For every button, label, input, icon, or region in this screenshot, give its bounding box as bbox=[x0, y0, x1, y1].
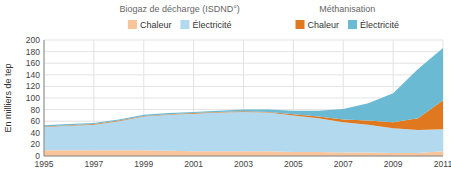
x-axis-line bbox=[44, 156, 443, 157]
x-tick-label: 2005 bbox=[284, 159, 303, 169]
grid bbox=[44, 40, 443, 156]
legend-group-title: Méthanisation bbox=[319, 4, 375, 14]
y-tick-label: 200 bbox=[26, 35, 40, 45]
y-tick-label: 80 bbox=[31, 105, 41, 115]
legend-swatch bbox=[128, 20, 137, 29]
x-tick-label: 2007 bbox=[334, 159, 353, 169]
y-tick-label: 100 bbox=[26, 93, 40, 103]
x-tick-label: 2011 bbox=[434, 159, 451, 169]
x-tick-label: 1997 bbox=[84, 159, 103, 169]
y-grid-line bbox=[44, 156, 443, 157]
legend-group: Chaleur Électricité bbox=[296, 20, 400, 30]
y-tick-label: 60 bbox=[31, 116, 41, 126]
y-axis-label: En milliers de tep bbox=[3, 63, 13, 132]
y-tick-label: 120 bbox=[26, 81, 40, 91]
y-tick-label: 20 bbox=[31, 139, 41, 149]
x-tick-label: 2009 bbox=[384, 159, 403, 169]
y-axis-line bbox=[44, 40, 45, 156]
y-tick-label: 40 bbox=[31, 128, 41, 138]
x-tick-label: 1999 bbox=[134, 159, 153, 169]
legend: Biogaz de décharge (ISDND°) Chaleur Électr… bbox=[120, 4, 399, 30]
x-tick-label: 2003 bbox=[234, 159, 253, 169]
area bbox=[44, 48, 443, 126]
legend-group: Chaleur Électricité bbox=[128, 20, 232, 30]
legend-label: Chaleur bbox=[140, 20, 172, 30]
legend-group-title: Biogaz de décharge (ISDND°) bbox=[120, 4, 240, 14]
chart: 0204060801001201401601802001995199719992… bbox=[0, 0, 451, 174]
y-tick-label: 140 bbox=[26, 70, 40, 80]
areas bbox=[44, 48, 443, 156]
x-grid-line bbox=[44, 40, 45, 156]
legend-swatch bbox=[348, 20, 357, 29]
legend-label: Électricité bbox=[192, 20, 231, 30]
legend-label: Électricité bbox=[360, 20, 399, 30]
y-tick-label: 180 bbox=[26, 47, 40, 57]
axes: 0204060801001201401601802001995199719992… bbox=[26, 35, 451, 169]
x-tick-label: 1995 bbox=[35, 159, 54, 169]
y-tick-label: 160 bbox=[26, 58, 40, 68]
legend-label: Chaleur bbox=[308, 20, 340, 30]
legend-swatch bbox=[180, 20, 189, 29]
legend-swatch bbox=[296, 20, 305, 29]
x-tick-label: 2001 bbox=[184, 159, 203, 169]
